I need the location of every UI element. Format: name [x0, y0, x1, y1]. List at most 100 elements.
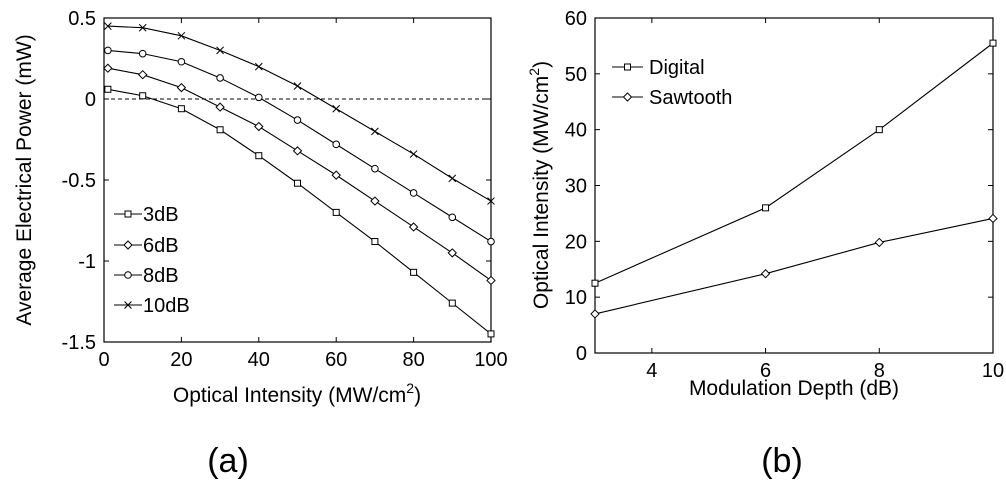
panel-a-x-axis-label: Optical Intensity (MW/cm2) — [173, 380, 421, 407]
panel-a-y-tick-label: -1 — [78, 251, 96, 273]
diamond-marker-icon — [123, 240, 133, 250]
panel-a-data-point-8db — [487, 237, 495, 246]
panel-b-y-tick-label: 40 — [565, 120, 587, 142]
legend-label-sawtooth: Sawtooth — [649, 87, 732, 109]
panel-a-data-point-3db — [487, 330, 495, 338]
panel-a-data-point-8db — [293, 116, 302, 124]
panel-b-series-sawtooth — [590, 213, 998, 319]
panel-b-y-ticks: 60 50 40 30 20 10 0 — [565, 8, 993, 365]
x-marker-icon — [124, 301, 132, 309]
panel-b-x-tick-label: 4 — [646, 360, 657, 382]
panel-a-x-tick-label: 60 — [325, 349, 347, 371]
panel-a-series-10db — [104, 22, 495, 205]
panel-a-x-ticks: 0 20 40 60 80 100 — [98, 18, 508, 371]
panel-a-data-point-3db — [410, 268, 418, 276]
panel-a-x-tick-label: 80 — [402, 349, 424, 371]
panel-a-data-point-8db — [177, 57, 186, 66]
panel-b-label: (b) — [761, 442, 803, 480]
panel-a-data-point-6db — [176, 82, 187, 93]
panel-a-series-group — [103, 22, 496, 338]
panel-a-data-point-6db — [447, 248, 458, 258]
panel-a-data-point-6db — [137, 69, 148, 80]
panel-a-data-point-6db — [215, 102, 225, 112]
panel-a-data-point-8db — [104, 46, 112, 55]
panel-b-data-point-digital — [591, 279, 599, 287]
panel-b-series-line-sawtooth — [594, 217, 994, 315]
panel-a-series-3db — [104, 85, 495, 338]
panel-a-data-point-8db — [254, 93, 263, 102]
panel-a-y-tick-label: -1.5 — [62, 332, 96, 354]
panel-a-x-tick-label: 40 — [248, 349, 270, 371]
panel-b-chart: 4 6 8 10 60 50 40 30 20 10 0 Digital Sawtooth Mod… — [526, 8, 1004, 480]
panel-b-y-tick-label: 0 — [576, 343, 587, 365]
panel-a-y-ticks: 0.5 0 -0.5 -1 -1.5 — [62, 8, 491, 354]
panel-a-y-tick-label: -0.5 — [62, 170, 96, 192]
panel-a-legend-item-6db: 6dB — [114, 235, 179, 257]
panel-a-data-point-10db — [138, 23, 147, 32]
panel-a-x-tick-label: 0 — [98, 349, 109, 371]
panel-a-series-8db — [104, 46, 495, 246]
panel-b-data-point-sawtooth — [590, 309, 600, 319]
panel-b-y-tick-label: 30 — [565, 176, 587, 198]
legend-label-digital: Digital — [649, 57, 705, 79]
panel-a-data-point-8db — [216, 74, 224, 82]
panel-b-data-point-sawtooth — [874, 237, 884, 248]
panel-a-legend: 3dB 6dB 8dB 10dB — [114, 204, 190, 317]
panel-b-x-ticks: 4 6 8 10 — [646, 18, 1004, 382]
panel-a-data-point-6db — [408, 222, 419, 232]
square-marker-icon — [624, 63, 631, 71]
legend-label-10db: 10dB — [143, 295, 190, 317]
panel-a-data-point-8db — [332, 140, 341, 149]
panel-a-data-point-10db — [409, 150, 418, 158]
panel-b-data-point-digital — [762, 204, 770, 212]
panel-b-data-point-digital — [989, 39, 997, 47]
panel-a-data-point-10db — [104, 22, 112, 30]
panel-a-legend-item-8db: 8dB — [114, 265, 179, 287]
panel-a-data-point-8db — [409, 189, 418, 197]
panel-b-series-digital — [591, 39, 997, 287]
panel-a-data-point-3db — [332, 208, 340, 216]
panel-b-x-axis-label: Modulation Depth (dB) — [689, 377, 899, 400]
panel-a-x-tick-label: 20 — [170, 349, 192, 371]
panel-b-data-point-sawtooth — [988, 213, 998, 224]
panel-a-data-point-3db — [294, 179, 301, 187]
panel-a-data-point-3db — [216, 126, 224, 134]
panel-a-data-point-8db — [371, 164, 379, 173]
panel-a-data-point-6db — [486, 275, 496, 286]
panel-a-data-point-3db — [104, 85, 112, 93]
circle-marker-icon — [124, 271, 132, 279]
panel-a-data-point-6db — [331, 170, 341, 180]
panel-b-plot-area — [594, 17, 994, 354]
panel-b-y-tick-label: 50 — [565, 64, 587, 86]
panel-a-data-point-3db — [177, 105, 185, 113]
square-marker-icon — [124, 210, 132, 218]
panel-a-y-tick-label: 0.5 — [68, 8, 96, 30]
panel-b-legend-item-digital: Digital — [612, 57, 705, 79]
panel-b-legend: Digital Sawtooth — [612, 57, 732, 109]
panel-a-legend-item-3db: 3dB — [114, 204, 179, 226]
panel-a-data-point-10db — [448, 174, 457, 183]
panel-a-data-point-6db — [370, 196, 380, 206]
panel-a-data-point-10db — [293, 82, 302, 90]
panel-b-series-group — [590, 39, 998, 319]
panel-a-data-point-10db — [254, 62, 263, 71]
panel-b-y-tick-label: 10 — [565, 287, 587, 309]
panel-a-data-point-10db — [177, 31, 186, 40]
panel-b-series-line-digital — [594, 42, 994, 284]
panel-a-data-point-3db — [139, 92, 147, 100]
panel-a-legend-item-10db: 10dB — [114, 295, 190, 317]
panel-a-label: (a) — [207, 442, 249, 480]
panel-b-legend-item-sawtooth: Sawtooth — [612, 87, 732, 109]
legend-label-6db: 6dB — [143, 235, 179, 257]
legend-label-3db: 3dB — [143, 204, 179, 226]
panel-b-x-tick-label: 6 — [760, 360, 771, 382]
panel-a-series-6db — [103, 63, 496, 286]
panel-a-data-point-10db — [332, 104, 341, 113]
legend-label-8db: 8dB — [143, 265, 179, 287]
diamond-marker-icon — [622, 92, 633, 102]
panel-a-data-point-3db — [448, 299, 456, 307]
panel-a-y-axis-label: Average Electrical Power (mW) — [13, 34, 36, 325]
panel-a-data-point-6db — [292, 146, 303, 156]
panel-a-data-point-8db — [448, 213, 457, 222]
panel-a-chart: 0 20 40 60 80 100 0.5 0 -0.5 -1 -1.5 3dB 6dB 8dB — [13, 8, 508, 480]
